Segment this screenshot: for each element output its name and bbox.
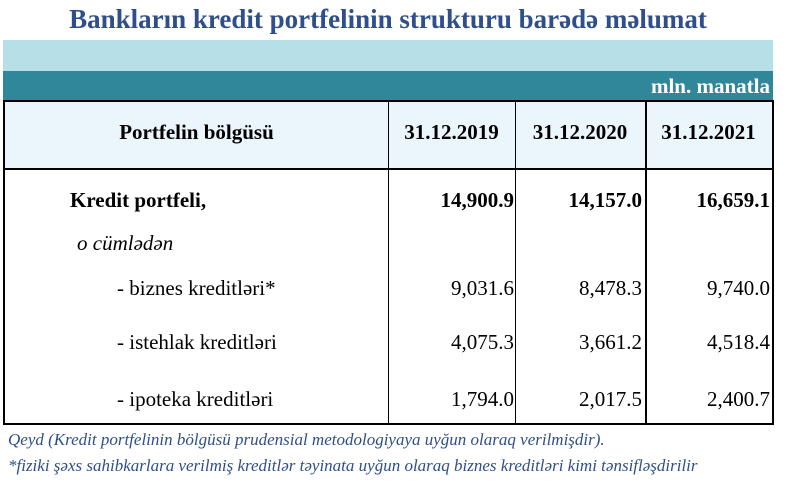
header-band-light (3, 40, 773, 71)
cell-total-2021: 16,659.1 (696, 188, 771, 212)
column-divider (645, 102, 647, 423)
row-label-consumer: - istehlak kreditləri (117, 330, 277, 354)
cell-consumer-2019: 4,075.3 (451, 330, 514, 354)
cell-total-2019: 14,900.9 (440, 188, 515, 212)
cell-business-2019: 9,031.6 (451, 276, 514, 300)
column-divider (515, 102, 516, 423)
header-category: Portfelin bölgüsü (119, 120, 274, 144)
header-band-teal (3, 71, 773, 100)
column-divider (388, 102, 389, 423)
row-label-mortgage: - ipoteka kreditləri (117, 387, 274, 411)
cell-business-2021: 9,740.0 (707, 276, 770, 300)
credit-portfolio-table: Portfelin bölgüsü 31.12.2019 31.12.2020 … (3, 100, 774, 425)
footnote-business-loans: *fiziki şəxs sahibkarlara verilmiş kredi… (8, 456, 698, 475)
cell-consumer-2020: 3,661.2 (579, 330, 642, 354)
row-label-total: Kredit portfeli, (70, 188, 207, 212)
footnote-methodology: Qeyd (Kredit portfelinin bölgüsü prudens… (8, 430, 605, 449)
cell-mortgage-2020: 2,017.5 (579, 387, 642, 411)
row-label-business: - biznes kreditləri* (117, 276, 276, 300)
cell-total-2020: 14,157.0 (568, 188, 643, 212)
header-col-2021: 31.12.2021 (661, 120, 756, 144)
header-col-2020: 31.12.2020 (532, 120, 628, 144)
row-label-including: o cümlədən (77, 231, 174, 255)
cell-business-2020: 8,478.3 (579, 276, 642, 300)
cell-mortgage-2019: 1,794.0 (451, 387, 514, 411)
page-title: Bankların kredit portfelinin strukturu b… (69, 4, 707, 34)
header-col-2019: 31.12.2019 (404, 120, 499, 144)
cell-consumer-2021: 4,518.4 (707, 330, 770, 354)
cell-mortgage-2021: 2,400.7 (707, 387, 770, 411)
unit-label: mln. manatla (650, 74, 770, 98)
